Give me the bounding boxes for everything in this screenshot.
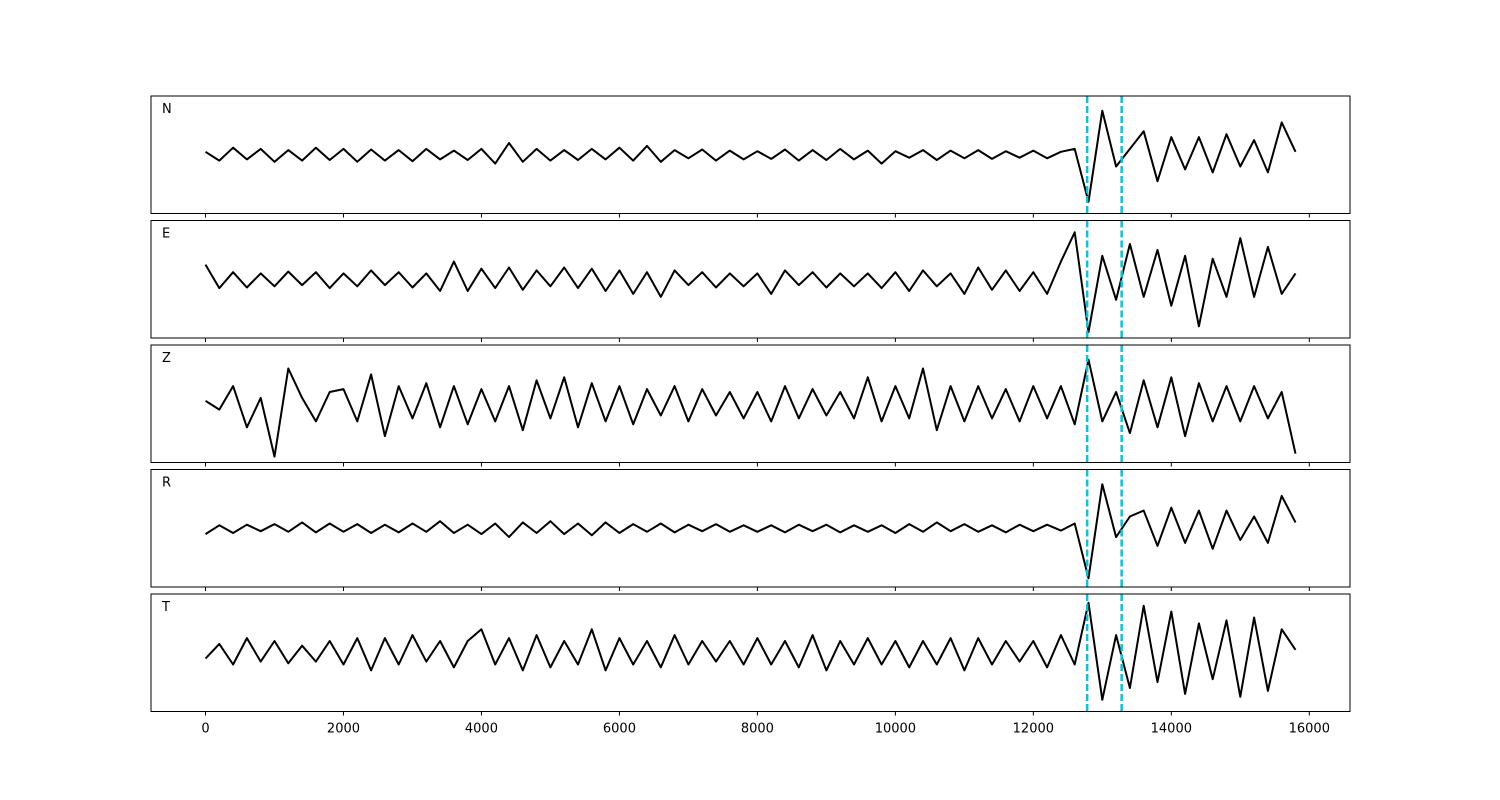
x-tick-label: 0 <box>201 722 209 737</box>
x-tick-label: 8000 <box>741 722 774 737</box>
x-tick-label: 10000 <box>875 722 916 737</box>
trace <box>204 483 1297 580</box>
x-tick-label: 12000 <box>1013 722 1054 737</box>
panel-label: Z <box>162 351 171 366</box>
panel-label: N <box>162 102 172 117</box>
x-tick-label: 2000 <box>327 722 360 737</box>
trace <box>204 109 1297 203</box>
trace <box>204 601 1297 701</box>
axes-frame <box>150 593 1351 712</box>
panel-label: E <box>162 227 170 242</box>
trace <box>204 358 1297 458</box>
x-tick-label: 4000 <box>465 722 498 737</box>
x-tick-label: 14000 <box>1151 722 1192 737</box>
axes-frame <box>150 344 1351 463</box>
axes-frame <box>150 220 1351 339</box>
panel-label: R <box>162 476 171 491</box>
axes-frame <box>150 95 1351 214</box>
panel-label: T <box>161 600 170 615</box>
axes-frame <box>150 469 1351 588</box>
x-tick-label: 16000 <box>1289 722 1330 737</box>
trace <box>204 231 1297 334</box>
x-tick-label: 6000 <box>603 722 636 737</box>
